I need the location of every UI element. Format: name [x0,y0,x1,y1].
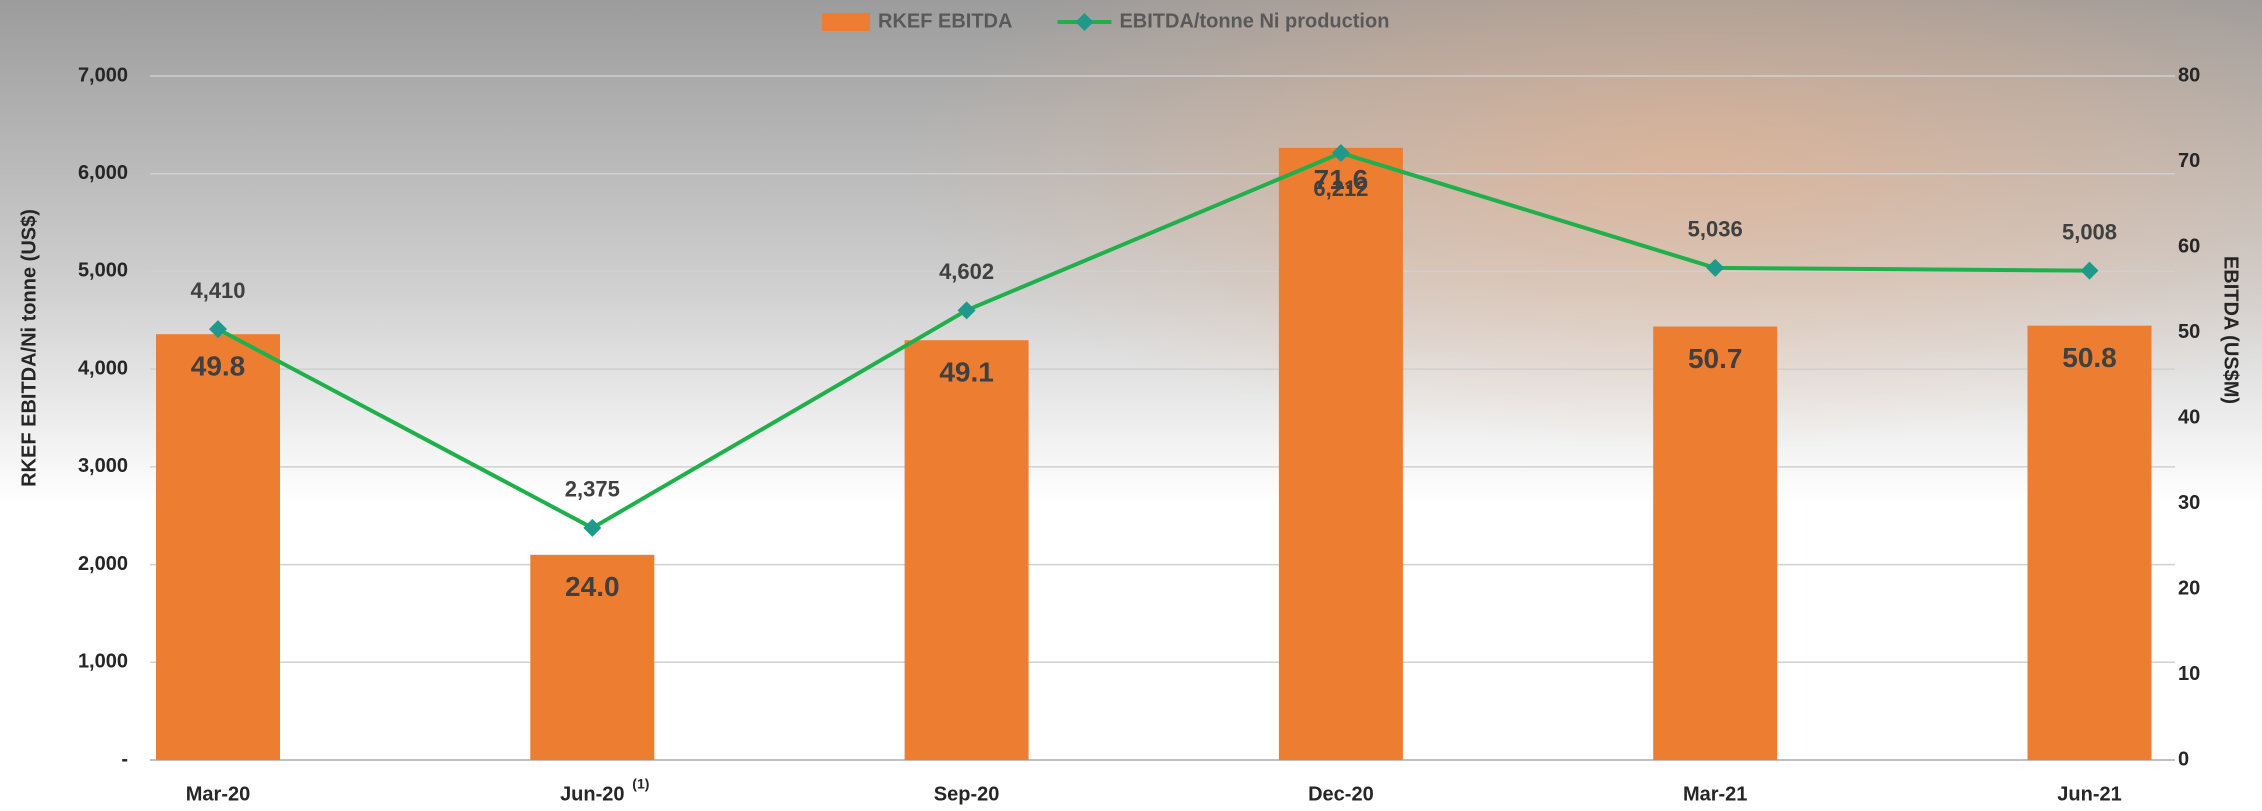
line-value-label: 5,036 [1688,217,1743,242]
line-marker [1706,258,1725,277]
x-tick-label: Mar-21 [1683,783,1747,805]
line [217,150,2090,531]
y-tick-label: - [121,748,128,770]
x-tick-label: Jun-21 [2057,783,2121,805]
y2-tick-label: 80 [2178,64,2200,86]
x-tick-label: Dec-20 [1308,783,1374,805]
y2-tick-label: 70 [2178,150,2200,172]
legend-swatch [822,13,870,31]
legend-label: EBITDA/tonne Ni production [1119,10,1389,32]
y2-tick-label: 0 [2178,748,2189,770]
y2-tick-label: 10 [2178,663,2200,685]
bar-value-label: 24.0 [565,571,620,602]
y2-tick-label: 50 [2178,321,2200,343]
line-marker [2080,261,2099,280]
bar-value-label: 50.8 [2062,342,2117,373]
legend-label: RKEF EBITDA [878,10,1012,32]
bar [1278,147,1403,760]
bar [530,554,655,760]
bar-value-label: 50.7 [1688,343,1743,374]
bar [1653,326,1778,760]
line-marker [1331,143,1350,162]
y2-tick-label: 20 [2178,577,2200,599]
bar-value-label: 49.8 [191,351,246,382]
y-tick-label: 1,000 [78,651,128,673]
line-marker [209,320,227,339]
y2-tick-label: 40 [2178,406,2200,428]
line-value-label: 4,602 [939,259,994,284]
line-value-label: 2,375 [565,477,620,502]
x-tick-superscript: (1) [632,776,649,792]
legend-marker [1075,13,1094,31]
x-tick-label: Sep-20 [934,783,1000,805]
y-tick-label: 4,000 [78,357,128,379]
y2-tick-label: 60 [2178,235,2200,257]
line-marker [583,518,602,537]
line-value-label: 5,008 [2062,219,2117,244]
y-tick-label: 3,000 [78,455,128,477]
bar-value-label: 71.6 [1314,164,1369,195]
bar [156,334,280,760]
line-marker [957,301,976,320]
bar [904,340,1029,760]
x-tick-label: Mar-20 [186,783,250,805]
y-tick-label: 6,000 [78,162,128,184]
line-value-label: 6,212 [1313,176,1368,201]
y-tick-label: 7,000 [78,64,128,86]
y-axis-title: RKEF EBITDA/Ni tonne (US$) [18,209,40,487]
y-tick-label: 2,000 [78,553,128,575]
y-tick-label: 5,000 [78,260,128,282]
y2-tick-label: 30 [2178,492,2200,514]
x-tick-label: Jun-20 [560,783,624,805]
y2-axis-title: EBITDA (US$M) [2220,256,2242,404]
line-value-label: 4,410 [190,278,245,303]
bar [2027,325,2152,760]
bar-value-label: 49.1 [939,357,994,388]
